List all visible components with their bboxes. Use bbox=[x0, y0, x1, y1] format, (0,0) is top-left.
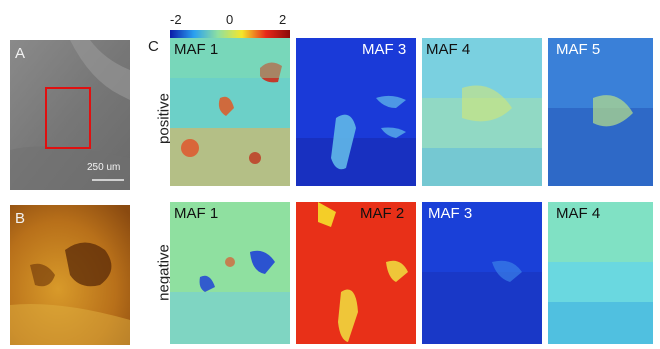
maf-tile bbox=[548, 202, 653, 344]
colorbar bbox=[170, 30, 290, 39]
colorbar-tick-mid: 0 bbox=[226, 12, 234, 27]
panel-a-letter: A bbox=[15, 45, 26, 62]
colorbar-tick-max: 2 bbox=[279, 12, 287, 27]
maf-tile bbox=[170, 202, 290, 344]
colorbar-tick-min: -2 bbox=[170, 12, 182, 27]
maf-tile bbox=[548, 38, 653, 186]
scale-bar-label: 250 um bbox=[87, 162, 121, 173]
panel-b-letter: B bbox=[15, 210, 26, 227]
panel-b-image bbox=[10, 205, 130, 345]
region-of-interest-box bbox=[45, 87, 91, 149]
tile-label: MAF 1 bbox=[174, 205, 219, 222]
maf-tile bbox=[422, 202, 542, 344]
tile-label: MAF 4 bbox=[556, 205, 601, 222]
maf-tile bbox=[170, 38, 290, 186]
tile-label: MAF 3 bbox=[428, 205, 473, 222]
panel-c-letter: C bbox=[148, 38, 159, 55]
tile-label: MAF 3 bbox=[362, 41, 407, 58]
maf-tile bbox=[296, 38, 416, 186]
maf-tile bbox=[296, 202, 416, 344]
maf-tile bbox=[422, 38, 542, 186]
tile-label: MAF 2 bbox=[360, 205, 405, 222]
tile-label: MAF 4 bbox=[426, 41, 471, 58]
tile-label: MAF 1 bbox=[174, 41, 219, 58]
panel-a-image bbox=[10, 40, 130, 190]
tile-label: MAF 5 bbox=[556, 41, 601, 58]
